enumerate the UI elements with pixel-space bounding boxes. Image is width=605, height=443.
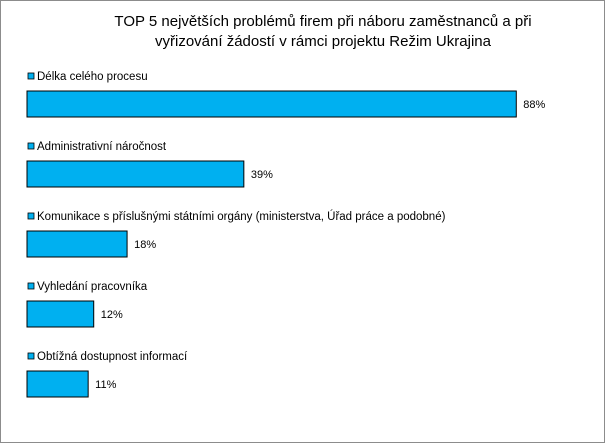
category-marker [27,142,35,150]
category-marker [27,72,35,80]
category-label: Obtížná dostupnost informací [37,351,188,363]
bar [26,300,95,328]
value-label: 12% [101,309,123,321]
bar [26,370,89,398]
bar [26,160,245,188]
value-label: 18% [134,239,156,251]
category-label: Komunikace s příslušnými státními orgány… [37,210,446,223]
chart-title-line-1: TOP 5 největších problémů firem při nábo… [114,13,531,30]
value-label: 88% [523,99,545,111]
value-label: 11% [95,379,116,391]
category-label: Vyhledání pracovníka [37,281,148,293]
category-marker [27,352,35,360]
category-label: Délka celého procesu [37,71,148,83]
bar [26,230,128,258]
bar [26,90,517,118]
chart-title-line-2: vyřizování žádostí v rámci projektu Reži… [155,33,492,50]
bars-group: Délka celého procesu 88% Administrativní n… [26,71,546,398]
category-marker [27,212,35,220]
value-label: 39% [251,169,273,181]
category-label: Administrativní náročnost [37,141,167,153]
category-marker [27,282,35,290]
